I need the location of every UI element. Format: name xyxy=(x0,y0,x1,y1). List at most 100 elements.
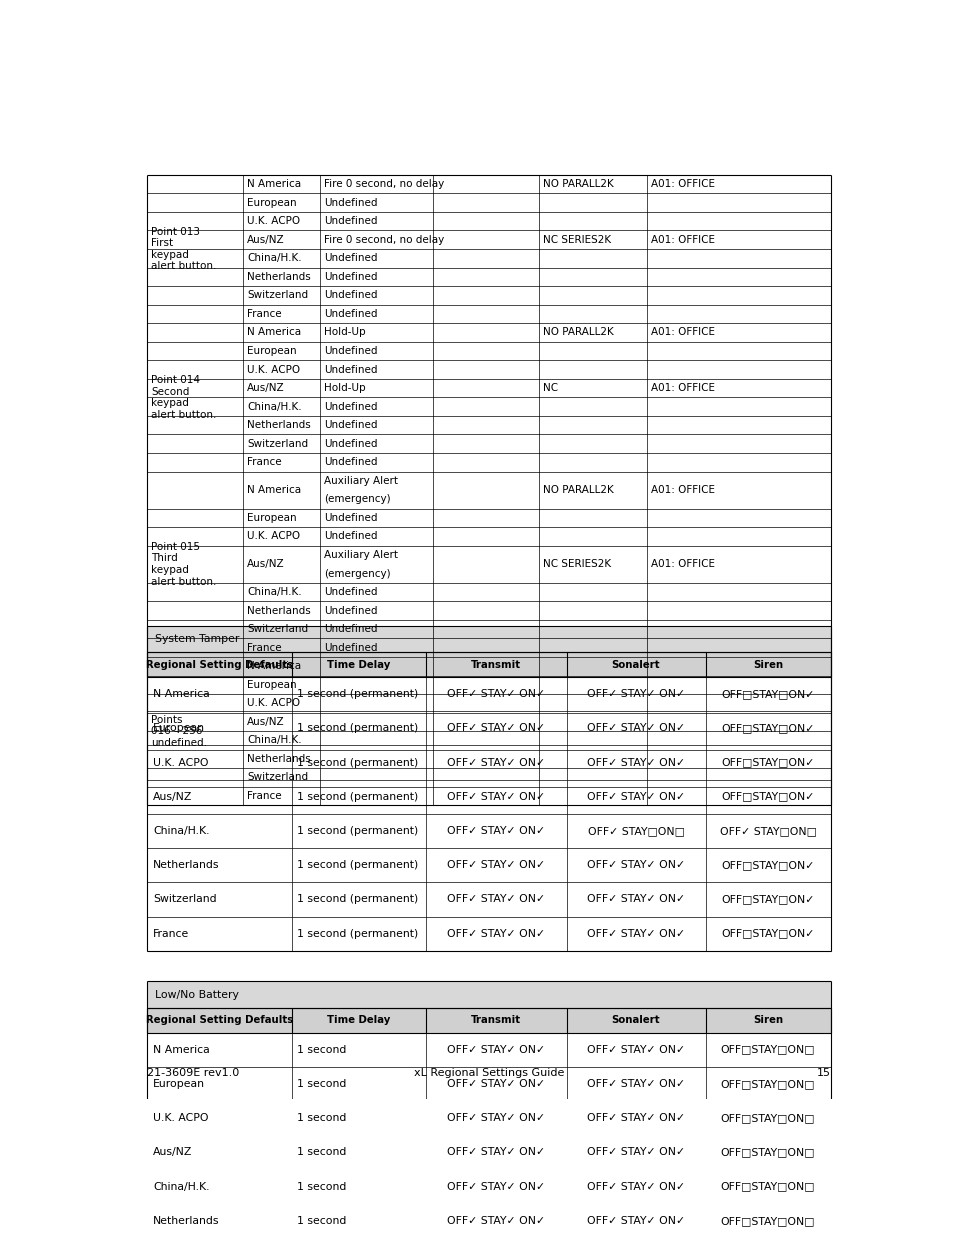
Text: Undefined: Undefined xyxy=(324,513,377,522)
Text: OFF✓ STAY✓ ON✓: OFF✓ STAY✓ ON✓ xyxy=(447,792,545,802)
Text: Aus/NZ: Aus/NZ xyxy=(247,383,285,393)
Text: 1 second (permanent): 1 second (permanent) xyxy=(297,724,418,734)
Text: OFF✓ STAY□ON□: OFF✓ STAY□ON□ xyxy=(587,826,683,836)
Text: Auxiliary Alert: Auxiliary Alert xyxy=(324,550,397,559)
Text: China/H.K.: China/H.K. xyxy=(153,826,210,836)
Text: OFF✓ STAY✓ ON✓: OFF✓ STAY✓ ON✓ xyxy=(447,1113,545,1123)
Text: China/H.K.: China/H.K. xyxy=(247,587,301,597)
Text: Undefined: Undefined xyxy=(324,624,377,634)
Text: OFF✓ STAY✓ ON✓: OFF✓ STAY✓ ON✓ xyxy=(586,724,684,734)
Text: A01: OFFICE: A01: OFFICE xyxy=(650,559,714,569)
Text: (emergency): (emergency) xyxy=(324,568,391,578)
Text: (emergency): (emergency) xyxy=(324,494,391,504)
Text: OFF□STAY□ON✓: OFF□STAY□ON✓ xyxy=(720,689,814,699)
Text: N America: N America xyxy=(247,661,301,672)
Text: OFF✓ STAY✓ ON✓: OFF✓ STAY✓ ON✓ xyxy=(586,929,684,939)
Text: Undefined: Undefined xyxy=(324,290,377,300)
Text: Regional Setting Defaults: Regional Setting Defaults xyxy=(146,659,293,669)
Text: OFF□STAY□ON□: OFF□STAY□ON□ xyxy=(720,1216,815,1226)
Text: OFF□STAY□ON□: OFF□STAY□ON□ xyxy=(720,1079,815,1089)
Text: Switzerland: Switzerland xyxy=(247,438,308,448)
Text: NC SERIES2K: NC SERIES2K xyxy=(542,559,610,569)
Text: Aus/NZ: Aus/NZ xyxy=(153,1147,193,1157)
Text: Transmit: Transmit xyxy=(471,659,521,669)
Text: NO PARALL2K: NO PARALL2K xyxy=(542,179,613,189)
Text: European: European xyxy=(247,679,296,690)
Text: Switzerland: Switzerland xyxy=(153,894,216,904)
Text: Fire 0 second, no delay: Fire 0 second, no delay xyxy=(324,179,444,189)
Text: OFF✓ STAY✓ ON✓: OFF✓ STAY✓ ON✓ xyxy=(447,1182,545,1192)
Text: Switzerland: Switzerland xyxy=(247,624,308,634)
Text: 1 second: 1 second xyxy=(297,1182,347,1192)
Text: France: France xyxy=(247,792,281,802)
Text: 1 second (permanent): 1 second (permanent) xyxy=(297,929,418,939)
Text: NC SERIES2K: NC SERIES2K xyxy=(542,235,610,245)
Text: Aus/NZ: Aus/NZ xyxy=(247,235,285,245)
Text: Low/No Battery: Low/No Battery xyxy=(154,989,238,999)
Text: OFF✓ STAY✓ ON✓: OFF✓ STAY✓ ON✓ xyxy=(586,1079,684,1089)
Text: Undefined: Undefined xyxy=(324,309,377,319)
Text: Undefined: Undefined xyxy=(324,642,377,652)
Text: Time Delay: Time Delay xyxy=(327,659,390,669)
Text: Undefined: Undefined xyxy=(324,587,377,597)
Text: European: European xyxy=(247,198,296,207)
Text: N America: N America xyxy=(153,1045,210,1055)
Text: OFF✓ STAY✓ ON✓: OFF✓ STAY✓ ON✓ xyxy=(447,929,545,939)
Text: 15: 15 xyxy=(816,1068,830,1078)
Text: Siren: Siren xyxy=(752,659,782,669)
Text: 1 second: 1 second xyxy=(297,1147,347,1157)
Text: Netherlands: Netherlands xyxy=(247,420,311,430)
Text: OFF✓ STAY✓ ON✓: OFF✓ STAY✓ ON✓ xyxy=(586,689,684,699)
Text: OFF✓ STAY✓ ON✓: OFF✓ STAY✓ ON✓ xyxy=(586,1147,684,1157)
Text: Undefined: Undefined xyxy=(324,438,377,448)
Text: OFF✓ STAY✓ ON✓: OFF✓ STAY✓ ON✓ xyxy=(586,1216,684,1226)
Text: Siren: Siren xyxy=(752,1015,782,1025)
Text: OFF□STAY□ON□: OFF□STAY□ON□ xyxy=(720,1045,815,1055)
Text: France: France xyxy=(153,929,190,939)
Text: U.K. ACPO: U.K. ACPO xyxy=(247,216,300,226)
Text: Netherlands: Netherlands xyxy=(153,1216,219,1226)
Text: OFF✓ STAY✓ ON✓: OFF✓ STAY✓ ON✓ xyxy=(447,724,545,734)
Text: Aus/NZ: Aus/NZ xyxy=(247,559,285,569)
Text: European: European xyxy=(153,1079,205,1089)
Text: Auxiliary Alert: Auxiliary Alert xyxy=(324,475,397,485)
Text: Time Delay: Time Delay xyxy=(327,1015,390,1025)
Text: France: France xyxy=(247,457,281,467)
Text: 1 second: 1 second xyxy=(297,1079,347,1089)
Text: OFF□STAY□ON✓: OFF□STAY□ON✓ xyxy=(720,792,814,802)
Text: OFF✓ STAY✓ ON✓: OFF✓ STAY✓ ON✓ xyxy=(586,1182,684,1192)
Text: Switzerland: Switzerland xyxy=(247,290,308,300)
Text: 1 second: 1 second xyxy=(297,1216,347,1226)
Text: OFF✓ STAY✓ ON✓: OFF✓ STAY✓ ON✓ xyxy=(447,894,545,904)
Text: Undefined: Undefined xyxy=(324,272,377,282)
Text: OFF✓ STAY✓ ON✓: OFF✓ STAY✓ ON✓ xyxy=(586,1045,684,1055)
Text: Netherlands: Netherlands xyxy=(153,861,219,871)
Text: Undefined: Undefined xyxy=(324,457,377,467)
Text: Hold-Up: Hold-Up xyxy=(324,383,365,393)
Text: OFF□STAY□ON✓: OFF□STAY□ON✓ xyxy=(720,861,814,871)
Text: OFF✓ STAY✓ ON✓: OFF✓ STAY✓ ON✓ xyxy=(447,1079,545,1089)
Text: U.K. ACPO: U.K. ACPO xyxy=(247,364,300,374)
Text: Undefined: Undefined xyxy=(324,364,377,374)
Text: OFF✓ STAY✓ ON✓: OFF✓ STAY✓ ON✓ xyxy=(447,1216,545,1226)
Text: Fire 0 second, no delay: Fire 0 second, no delay xyxy=(324,235,444,245)
Text: Transmit: Transmit xyxy=(471,1015,521,1025)
Text: Undefined: Undefined xyxy=(324,605,377,615)
Text: China/H.K.: China/H.K. xyxy=(247,401,301,411)
Text: N America: N America xyxy=(247,179,301,189)
Text: Undefined: Undefined xyxy=(324,253,377,263)
Text: Netherlands: Netherlands xyxy=(247,753,311,764)
Text: N America: N America xyxy=(153,689,210,699)
Text: 1 second: 1 second xyxy=(297,1113,347,1123)
Text: France: France xyxy=(247,309,281,319)
Text: Sonalert: Sonalert xyxy=(611,1015,659,1025)
Text: Sonalert: Sonalert xyxy=(611,659,659,669)
Text: NO PARALL2K: NO PARALL2K xyxy=(542,485,613,495)
Text: Undefined: Undefined xyxy=(324,346,377,356)
Text: France: France xyxy=(247,642,281,652)
Text: Aus/NZ: Aus/NZ xyxy=(247,716,285,727)
Text: U.K. ACPO: U.K. ACPO xyxy=(153,1113,209,1123)
Text: Points
016 – 256
undefined.: Points 016 – 256 undefined. xyxy=(151,715,207,747)
Text: OFF□STAY□ON✓: OFF□STAY□ON✓ xyxy=(720,894,814,904)
Text: Point 013
First
keypad
alert button.: Point 013 First keypad alert button. xyxy=(151,226,216,272)
